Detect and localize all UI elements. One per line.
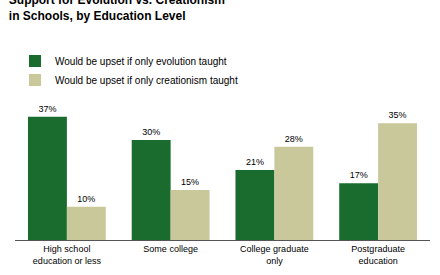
svg-text:Some college: Some college bbox=[143, 244, 198, 254]
svg-text:College graduateonly: College graduateonly bbox=[240, 244, 309, 266]
svg-text:15%: 15% bbox=[181, 177, 199, 187]
svg-text:17%: 17% bbox=[350, 170, 368, 180]
svg-text:Postgraduateeducation: Postgraduateeducation bbox=[351, 244, 405, 266]
svg-text:37%: 37% bbox=[38, 104, 56, 114]
svg-text:10%: 10% bbox=[77, 194, 95, 204]
svg-text:30%: 30% bbox=[142, 127, 160, 137]
svg-text:35%: 35% bbox=[389, 110, 407, 120]
svg-text:Would be upset if only evoluti: Would be upset if only evolution taught bbox=[55, 56, 227, 67]
svg-text:High schooleducation or less: High schooleducation or less bbox=[33, 244, 102, 266]
svg-text:Support for Evolution vs. Crea: Support for Evolution vs. Creationismin … bbox=[9, 0, 225, 23]
svg-text:Would be upset if only creatio: Would be upset if only creationism taugh… bbox=[55, 75, 238, 86]
svg-text:28%: 28% bbox=[285, 134, 303, 144]
svg-text:21%: 21% bbox=[246, 157, 264, 167]
